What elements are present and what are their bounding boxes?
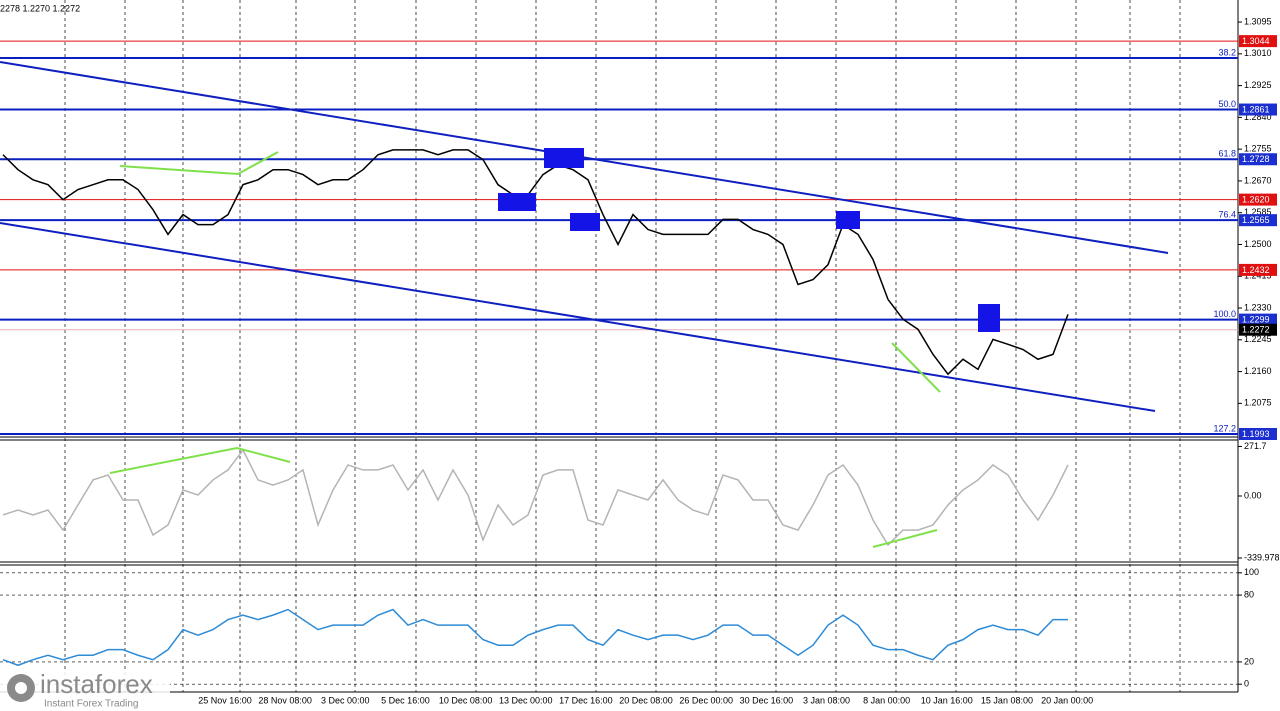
x-tick-label: 20 Jan 00:00 [1041, 695, 1093, 705]
price-tag-label: 1.2728 [1242, 154, 1270, 164]
x-tick-label: 26 Dec 00:00 [679, 695, 733, 705]
x-tick-label: 13 Dec 00:00 [499, 695, 553, 705]
price-tag [1239, 35, 1277, 48]
x-tick-label: 17 Dec 16:00 [559, 695, 613, 705]
time-grid [64, 0, 1181, 692]
y-tick-label: 1.2160 [1244, 366, 1272, 376]
fib-ratio-label: 38.2 [1218, 47, 1236, 57]
x-tick-label: 3 Dec 00:00 [321, 695, 370, 705]
price-tag [1239, 214, 1277, 227]
price-tag-label: 1.2861 [1242, 104, 1270, 114]
price-tag [1239, 103, 1277, 116]
y-tick-label: 1.2840 [1244, 112, 1272, 122]
x-tick-label: 28 Nov 08:00 [258, 695, 312, 705]
price-tag-label: 1.2565 [1242, 215, 1270, 225]
price-line [2, 608, 1068, 667]
y-tick-label: 1.2245 [1244, 334, 1272, 344]
y-tick-label: 271.7 [1244, 441, 1267, 451]
x-tick-label: 20 Dec 08:00 [619, 695, 673, 705]
y-tick-label: 20 [1244, 656, 1254, 666]
price-tag-label: 1.2432 [1242, 265, 1270, 275]
price-tag [1239, 263, 1277, 276]
y-tick-label: 1.3095 [1244, 16, 1272, 26]
x-tick-label: 8 Jan 00:00 [863, 695, 910, 705]
y-tick-label: -339.978 [1244, 552, 1280, 562]
y-tick-label: 100 [1244, 567, 1259, 577]
price-tag [1239, 323, 1277, 336]
panel-borders [0, 0, 1239, 693]
x-tick-label: 30 Dec 16:00 [740, 695, 794, 705]
y-tick-label: 1.2670 [1244, 175, 1272, 185]
price-tag-label: 1.2620 [1242, 194, 1270, 204]
x-tick-label: 10 Dec 08:00 [439, 695, 493, 705]
fib-ratio-label: 100.0 [1213, 309, 1236, 319]
watermark-brand: instaforex [40, 669, 153, 699]
price-tag-label: 1.1993 [1242, 429, 1270, 439]
y-tick-label: 0 [1244, 679, 1249, 689]
header-quote: 2278 1.2270 1.2272 [0, 3, 80, 13]
x-tick-label: 10 Jan 16:00 [921, 695, 973, 705]
x-tick-label: 5 Dec 16:00 [381, 695, 430, 705]
price-tag [1239, 153, 1277, 166]
y-tick-label: 1.3010 [1244, 48, 1272, 58]
price-tag [1239, 313, 1277, 326]
x-tick-label: 25 Nov 16:00 [198, 695, 252, 705]
fib-ratio-label: 50.0 [1218, 99, 1236, 109]
y-tick-label: 1.2500 [1244, 239, 1272, 249]
price-tag-label: 1.2299 [1242, 314, 1270, 324]
y-tick-label: 80 [1244, 589, 1254, 599]
y-tick-label: 1.2585 [1244, 207, 1272, 217]
watermark-tagline: Instant Forex Trading [44, 699, 139, 710]
y-tick-label: 1.2925 [1244, 80, 1272, 90]
fib-ratio-label: 127.2 [1213, 423, 1236, 433]
price-line [2, 149, 1069, 376]
y-tick-label: 1.2755 [1244, 144, 1272, 154]
divergence-lines [109, 151, 941, 548]
price-tag [1239, 428, 1277, 441]
price-tag-label: 1.3044 [1242, 36, 1270, 46]
watermark: instaforex Instant Forex Trading [0, 669, 170, 711]
y-tick-label: 1.2330 [1244, 302, 1272, 312]
x-tick-label: 15 Jan 08:00 [981, 695, 1033, 705]
zone-boxes [498, 148, 1000, 332]
fib-ratio-label: 61.8 [1218, 149, 1236, 159]
fib-ratio-label: 76.4 [1218, 210, 1236, 220]
y-tick-label: 1.2075 [1244, 398, 1272, 408]
y-tick-label: 0.00 [1244, 490, 1262, 500]
price-tag-label: 1.2272 [1242, 325, 1270, 335]
x-tick-label: 3 Jan 08:00 [803, 695, 850, 705]
price-tag [1239, 193, 1277, 206]
